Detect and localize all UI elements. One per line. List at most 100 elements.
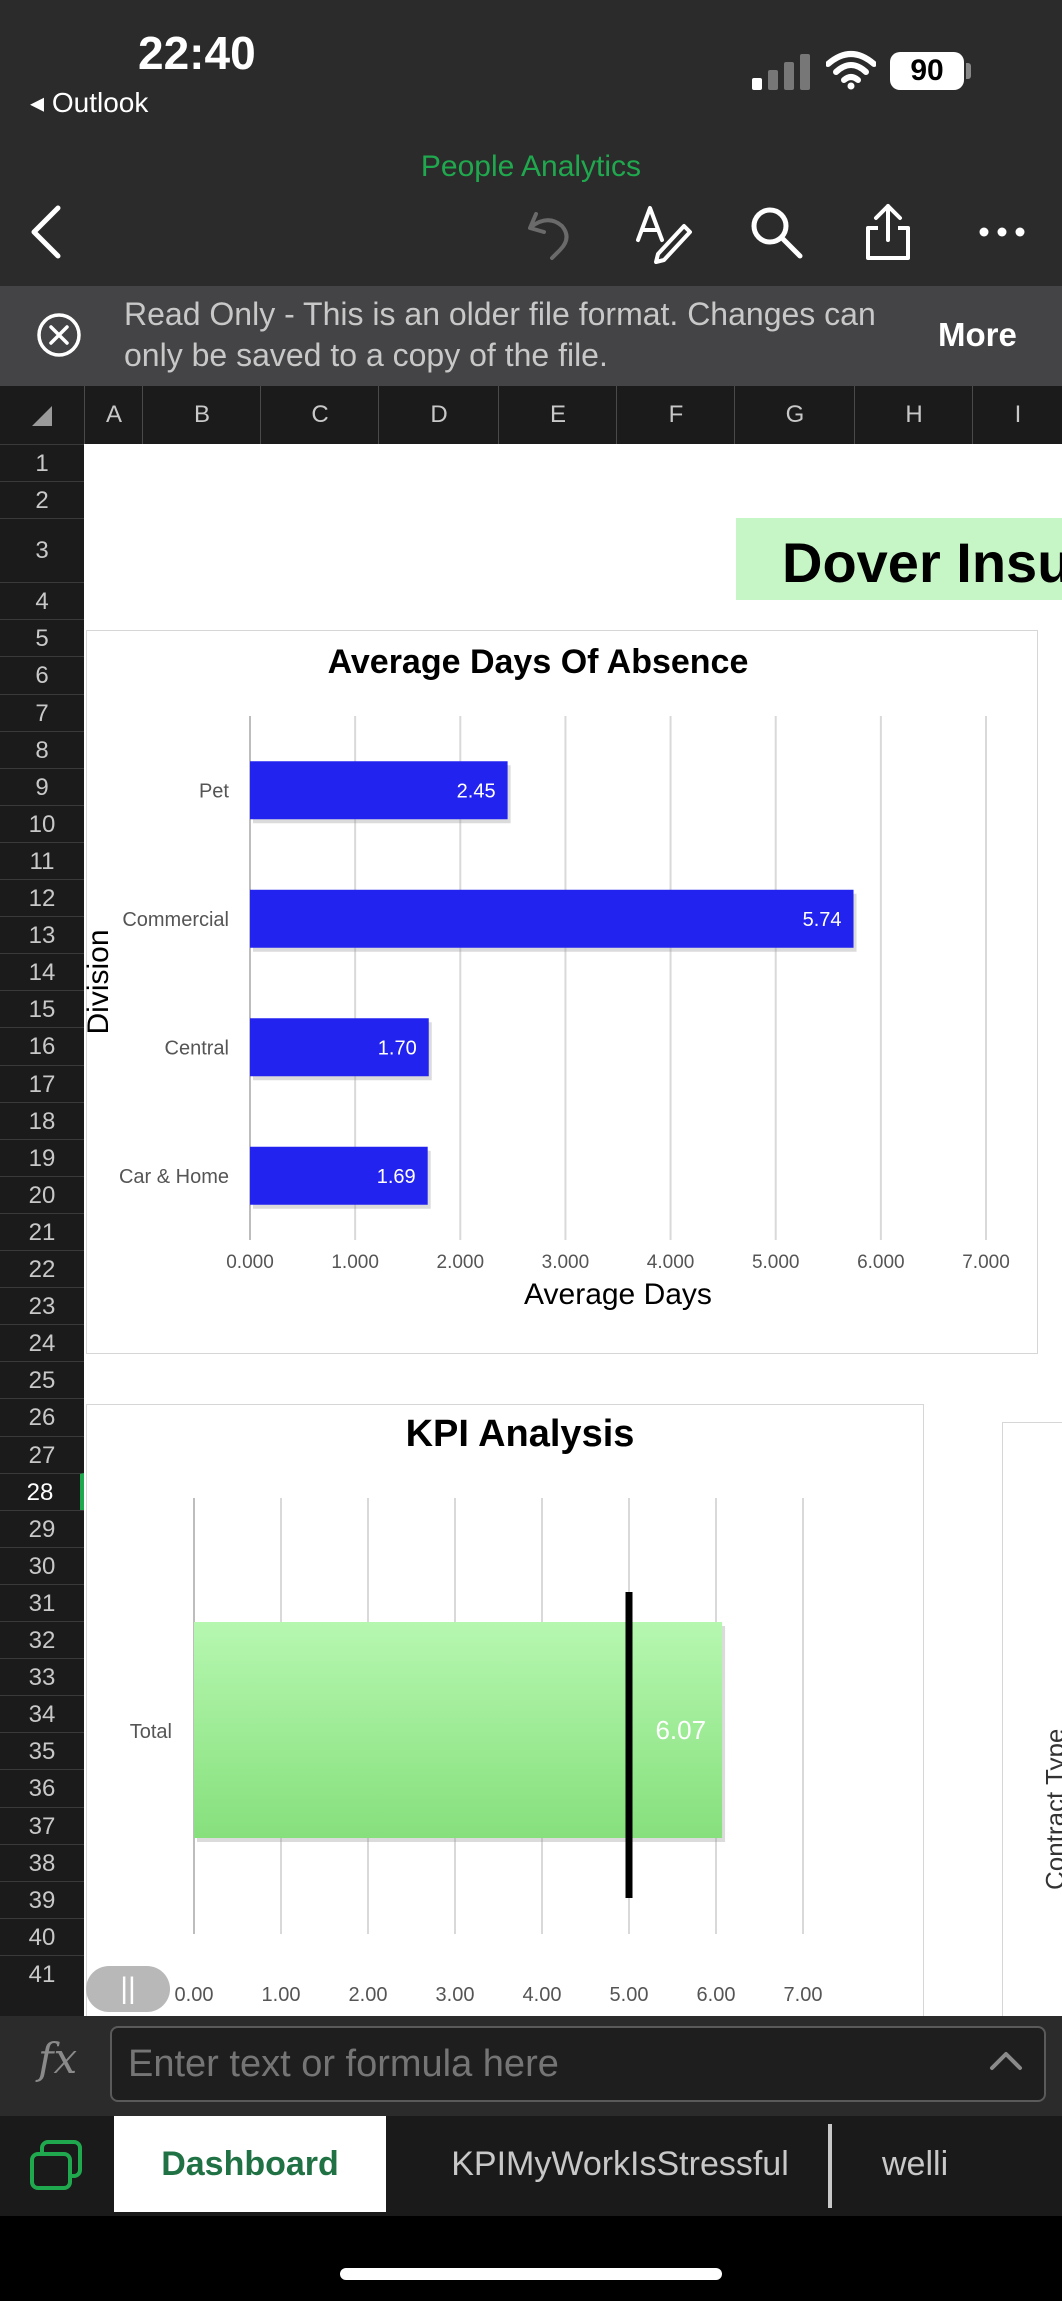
tab-wellbeing[interactable]: welli bbox=[882, 2145, 949, 2183]
x-tick-label: 0.00 bbox=[175, 1984, 214, 2006]
chart-title: Average Days Of Absence bbox=[328, 643, 749, 681]
bar bbox=[250, 1018, 429, 1077]
row-header: 1 2 3 4 5 6 7 8 9 10 11 12 13 14 15 16 17 18 19 20 21 22 23 24 2… bbox=[0, 444, 84, 2016]
tab-kpi-stressful[interactable]: KPIMyWorkIsStressful bbox=[451, 2145, 789, 2183]
row-header-cell[interactable]: 6 bbox=[0, 656, 84, 693]
row-header-cell[interactable]: 10 bbox=[0, 804, 84, 842]
row-header-cell[interactable]: 5 bbox=[0, 619, 84, 656]
row-header-cell[interactable]: 41 bbox=[0, 1954, 84, 1992]
status-bar bbox=[0, 0, 1062, 140]
row-header-cell[interactable]: 3 bbox=[0, 518, 84, 582]
bar-data-label: 2.45 bbox=[457, 780, 496, 802]
row-header-cell[interactable]: 8 bbox=[0, 730, 84, 768]
select-all-icon[interactable] bbox=[32, 406, 52, 426]
bar-data-label: 5.74 bbox=[803, 909, 842, 931]
row-header-cell[interactable]: 1 bbox=[0, 444, 84, 481]
row-header-cell[interactable]: 32 bbox=[0, 1621, 84, 1658]
back-chevron-icon[interactable] bbox=[16, 200, 80, 264]
sheets-list-icon[interactable] bbox=[28, 2140, 84, 2192]
row-header-cell[interactable]: 24 bbox=[0, 1324, 84, 1361]
row-header-cell[interactable]: 2 bbox=[0, 481, 84, 518]
document-title: People Analytics bbox=[420, 150, 642, 183]
column-header-cell[interactable]: G bbox=[734, 386, 855, 444]
row-header-cell[interactable]: 33 bbox=[0, 1658, 84, 1695]
row-header-cell[interactable]: 7 bbox=[0, 693, 84, 731]
column-header-cell[interactable]: A bbox=[84, 386, 143, 444]
x-tick-label: 4.000 bbox=[647, 1252, 695, 1273]
draw-pen-icon[interactable] bbox=[630, 200, 694, 264]
row-header-cell[interactable]: 35 bbox=[0, 1732, 84, 1769]
row-header-cell[interactable]: 28 bbox=[0, 1472, 84, 1510]
row-header-cell[interactable]: 29 bbox=[0, 1509, 84, 1547]
scroll-handle[interactable]: || bbox=[86, 1966, 170, 2012]
column-header-cell[interactable]: D bbox=[378, 386, 499, 444]
row-header-cell[interactable]: 14 bbox=[0, 953, 84, 990]
search-icon[interactable] bbox=[744, 200, 808, 264]
bar-data-label: 1.69 bbox=[377, 1166, 416, 1188]
column-header-cell[interactable]: B bbox=[142, 386, 261, 444]
banner-message: Read Only - This is an older file format… bbox=[124, 296, 876, 373]
x-tick-label: 3.00 bbox=[436, 1984, 475, 2006]
read-only-banner bbox=[0, 286, 1062, 386]
function-icon[interactable]: fx bbox=[38, 2034, 78, 2083]
chevron-up-icon[interactable] bbox=[986, 2046, 1026, 2076]
banner-more-button[interactable]: More bbox=[938, 316, 1017, 353]
row-header-cell[interactable]: 30 bbox=[0, 1546, 84, 1584]
close-icon[interactable] bbox=[36, 312, 82, 358]
share-icon[interactable] bbox=[856, 200, 920, 264]
contract-type-chart[interactable] bbox=[1002, 1422, 1062, 2044]
row-header-cell[interactable]: 34 bbox=[0, 1695, 84, 1732]
row-header-cell[interactable]: 12 bbox=[0, 879, 84, 916]
bar bbox=[194, 1622, 723, 1838]
row-header-cell[interactable]: 38 bbox=[0, 1843, 84, 1881]
row-header-cell[interactable]: 11 bbox=[0, 841, 84, 879]
row-header-cell[interactable]: 37 bbox=[0, 1806, 84, 1844]
x-tick-label: 1.000 bbox=[331, 1252, 379, 1273]
row-header-cell[interactable]: 17 bbox=[0, 1064, 84, 1102]
row-header-cell[interactable]: 20 bbox=[0, 1175, 84, 1213]
dashboard-title: Dover Insu bbox=[782, 531, 1062, 594]
row-header-cell[interactable]: 9 bbox=[0, 767, 84, 805]
row-header-cell[interactable]: 22 bbox=[0, 1250, 84, 1287]
row-header-cell[interactable]: 16 bbox=[0, 1027, 84, 1064]
undo-icon[interactable] bbox=[518, 200, 582, 264]
row-header-cell[interactable]: 15 bbox=[0, 990, 84, 1027]
row-header-cell[interactable]: 21 bbox=[0, 1212, 84, 1250]
row-header-cell[interactable]: 26 bbox=[0, 1398, 84, 1435]
row-header-cell[interactable]: 31 bbox=[0, 1583, 84, 1621]
row-header-cell[interactable]: 25 bbox=[0, 1361, 84, 1398]
row-header-cell[interactable]: 19 bbox=[0, 1138, 84, 1176]
column-header-cell[interactable]: H bbox=[854, 386, 973, 444]
x-tick-label: 2.000 bbox=[437, 1252, 485, 1273]
tab-dashboard[interactable]: Dashboard bbox=[114, 2116, 386, 2212]
row-header-cell[interactable]: 27 bbox=[0, 1435, 84, 1473]
more-options-icon[interactable] bbox=[970, 200, 1034, 264]
bar-data-label: 6.07 bbox=[655, 1715, 706, 1745]
kpi-chart[interactable]: KPI Analysis 0.00 1.00 2.00 3.00 4.00 5.00 6.00… bbox=[86, 1404, 924, 2016]
formula-input[interactable] bbox=[110, 2026, 1046, 2102]
row-header-cell[interactable]: 23 bbox=[0, 1287, 84, 1324]
category-label: Pet bbox=[199, 780, 229, 802]
row-header-cell[interactable]: 36 bbox=[0, 1769, 84, 1806]
row-header-cell[interactable]: 4 bbox=[0, 582, 84, 619]
home-indicator[interactable] bbox=[340, 2268, 722, 2280]
bar-data-label: 1.70 bbox=[378, 1037, 417, 1059]
row-header-cell[interactable]: 40 bbox=[0, 1917, 84, 1955]
x-tick-label: 3.000 bbox=[542, 1252, 590, 1273]
x-tick-label: 6.00 bbox=[697, 1984, 736, 2006]
row-header-cell[interactable]: 18 bbox=[0, 1101, 84, 1139]
contract-type-axis-label: Contract Type bbox=[1040, 1728, 1062, 1890]
row-header-cell[interactable]: 13 bbox=[0, 916, 84, 953]
column-header-cell[interactable]: E bbox=[498, 386, 617, 444]
category-label: Total bbox=[130, 1721, 172, 1743]
dashboard-title-cell[interactable] bbox=[736, 518, 1062, 600]
absence-chart[interactable]: Average Days Of Absence 0.000 1.000 2.000 3.… bbox=[86, 630, 1038, 1354]
wifi-icon bbox=[826, 51, 876, 90]
category-label: Car & Home bbox=[119, 1166, 229, 1188]
back-to-app-link[interactable]: ◂ Outlook bbox=[30, 87, 149, 118]
chart-title: KPI Analysis bbox=[406, 1413, 635, 1455]
column-header-cell[interactable]: F bbox=[616, 386, 735, 444]
column-header-cell[interactable]: C bbox=[260, 386, 379, 444]
row-header-cell[interactable]: 39 bbox=[0, 1880, 84, 1918]
column-header-cell[interactable]: I bbox=[972, 386, 1062, 444]
